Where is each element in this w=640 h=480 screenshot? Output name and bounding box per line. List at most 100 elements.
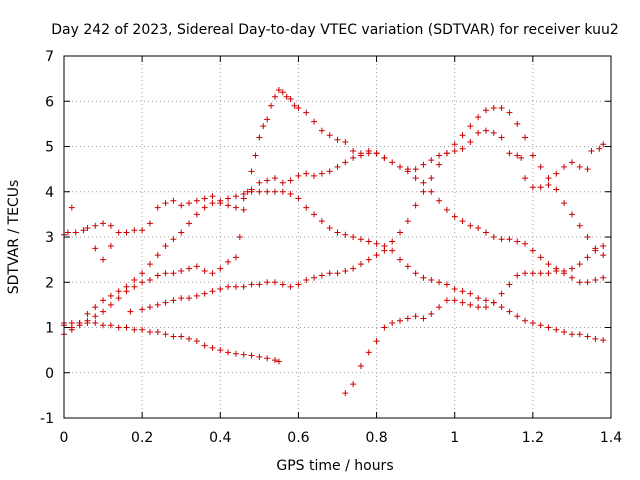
data-point xyxy=(350,154,357,161)
data-point xyxy=(350,234,357,240)
data-point xyxy=(127,308,134,315)
data-point xyxy=(311,274,318,281)
data-point xyxy=(451,213,458,220)
x-tick-label: 1.4 xyxy=(600,430,622,446)
data-point xyxy=(154,204,161,211)
y-tick-label: 3 xyxy=(45,230,54,246)
data-point xyxy=(287,95,294,102)
data-point xyxy=(342,267,349,274)
data-point xyxy=(92,222,99,229)
data-point xyxy=(201,195,208,202)
series-sat-f xyxy=(127,105,607,315)
data-point xyxy=(217,197,224,204)
data-point xyxy=(236,234,243,240)
y-tick-label: 1 xyxy=(45,321,54,337)
data-point xyxy=(588,148,595,155)
data-point xyxy=(68,319,75,326)
data-point xyxy=(146,329,153,336)
data-point xyxy=(553,186,560,193)
data-point xyxy=(271,357,278,364)
data-point xyxy=(537,184,544,191)
data-point xyxy=(170,333,177,340)
data-point xyxy=(268,102,275,109)
data-point xyxy=(232,283,239,290)
data-point xyxy=(287,283,294,290)
data-point xyxy=(389,247,396,254)
data-point xyxy=(170,270,177,277)
data-point xyxy=(225,202,232,209)
data-point xyxy=(404,263,411,270)
series-sat-b xyxy=(61,188,607,344)
data-point xyxy=(568,274,575,281)
data-point xyxy=(428,310,435,317)
data-point xyxy=(334,163,341,170)
data-point xyxy=(443,206,450,213)
data-point xyxy=(260,123,267,130)
data-point xyxy=(498,304,505,311)
data-point xyxy=(279,281,286,288)
data-point xyxy=(154,272,161,279)
data-point xyxy=(522,240,529,247)
series-sat-e xyxy=(61,319,282,365)
data-point xyxy=(334,136,341,143)
data-point xyxy=(373,252,380,259)
data-point xyxy=(451,297,458,304)
data-point xyxy=(600,243,607,250)
data-point xyxy=(428,276,435,283)
data-point xyxy=(576,222,583,229)
x-tick-label: 1 xyxy=(450,430,459,446)
data-point xyxy=(80,227,87,234)
data-point xyxy=(225,195,232,202)
data-point xyxy=(537,254,544,261)
data-point xyxy=(193,292,200,299)
data-point xyxy=(365,148,372,155)
data-point xyxy=(311,211,318,218)
data-point xyxy=(291,102,298,109)
data-point xyxy=(139,227,146,234)
data-point xyxy=(467,290,474,297)
data-point xyxy=(186,265,193,272)
data-point xyxy=(596,145,603,152)
x-tick-label: 0.2 xyxy=(131,430,153,446)
data-point xyxy=(404,218,411,225)
data-point xyxy=(451,286,458,293)
data-point xyxy=(318,272,325,279)
data-point xyxy=(131,276,138,283)
data-point xyxy=(295,195,302,202)
data-point xyxy=(467,123,474,130)
data-point xyxy=(592,276,599,283)
data-point xyxy=(295,105,302,112)
data-point xyxy=(475,295,482,302)
data-point xyxy=(389,238,396,245)
data-point xyxy=(209,270,216,277)
data-point xyxy=(584,166,591,173)
data-point xyxy=(201,342,208,349)
data-point xyxy=(303,109,310,116)
data-point xyxy=(545,175,552,182)
data-point xyxy=(131,227,138,234)
data-point xyxy=(350,148,357,155)
grid xyxy=(64,56,611,418)
data-point xyxy=(506,236,513,243)
data-point xyxy=(275,358,282,365)
data-point xyxy=(232,204,239,211)
data-point xyxy=(342,231,349,238)
data-point xyxy=(115,295,122,302)
data-point xyxy=(553,170,560,177)
data-point xyxy=(146,261,153,268)
data-point xyxy=(240,206,247,213)
data-point xyxy=(225,258,232,265)
data-point xyxy=(100,256,107,263)
data-point xyxy=(537,163,544,170)
data-point xyxy=(240,351,247,358)
data-point xyxy=(467,138,474,145)
data-point xyxy=(514,120,521,127)
data-point xyxy=(92,313,99,320)
data-point xyxy=(283,93,290,100)
series-sat-a xyxy=(61,127,607,238)
axis-ticks: 0 0.2 0.4 0.6 0.8 1 1.2 1.4 -1 0 1 2 3 4 5 6 7 xyxy=(40,49,622,446)
data-point xyxy=(545,261,552,268)
data-point xyxy=(264,279,271,286)
data-point xyxy=(576,261,583,268)
